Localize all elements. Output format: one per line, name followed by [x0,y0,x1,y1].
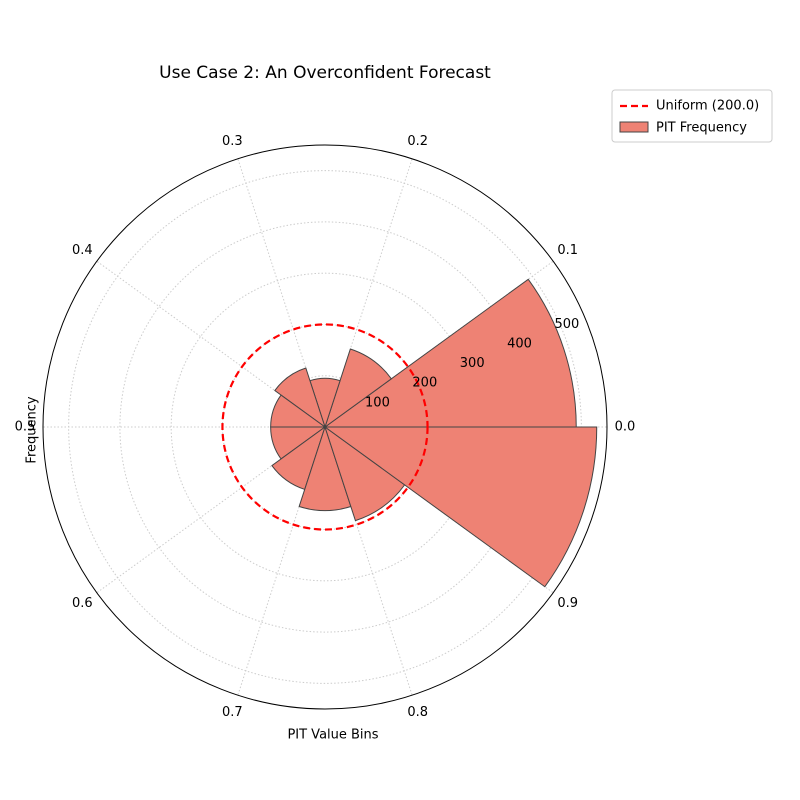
radial-tick-label: 500 [555,317,580,332]
angle-tick-label: 0.3 [222,134,243,149]
radial-tick-label: 200 [412,376,437,391]
reference-line [221,323,429,531]
angle-tick-label: 0.5 [15,420,36,435]
bar [274,367,326,429]
x-axis-label: PIT Value Bins [287,728,378,743]
angle-tick-label: 0.4 [72,243,93,258]
angle-tick-label: 0.2 [407,134,428,149]
outer-circle [42,144,608,710]
angle-tick-label: 0.9 [557,596,578,611]
angle-tick-label: 0.6 [72,596,93,611]
radial-tick-label: 300 [460,356,485,371]
radial-tick-label: 400 [507,336,532,351]
angle-tick-label: 0.7 [222,705,243,720]
radial-tick-label: 100 [365,395,390,410]
legend-label: Uniform (200.0) [656,99,759,114]
angle-tick-label: 0.0 [615,420,636,435]
y-axis-label: Frequency [25,396,40,463]
angle-tick-label: 0.8 [407,705,428,720]
legend-swatch [619,121,649,133]
bar [324,348,393,429]
chart-title: Use Case 2: An Overconfident Forecast [159,63,491,83]
bar [323,426,598,588]
legend-box [611,89,773,143]
bar [323,278,577,428]
angle-tick-label: 0.1 [557,243,578,258]
legend-label: PIT Frequency [656,121,747,136]
